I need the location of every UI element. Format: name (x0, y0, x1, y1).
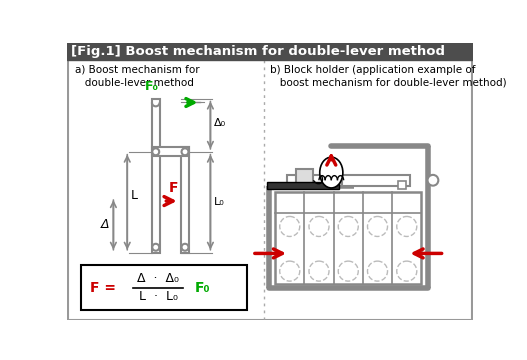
Circle shape (181, 244, 189, 251)
Text: Δ  ·  Δ₀: Δ · Δ₀ (137, 271, 179, 284)
Text: b) Block holder (application example of
   boost mechanism for double-lever meth: b) Block holder (application example of … (270, 65, 506, 88)
Circle shape (367, 216, 387, 237)
Circle shape (309, 261, 329, 281)
Text: F: F (169, 181, 178, 195)
Text: L: L (131, 189, 138, 202)
Ellipse shape (320, 157, 343, 188)
Bar (67, 43, 473, 60)
Bar (296, 169, 313, 186)
Circle shape (181, 148, 189, 155)
Bar (287, 175, 410, 186)
Text: [Fig.1] Boost mechanism for double-lever method: [Fig.1] Boost mechanism for double-lever… (71, 45, 445, 58)
Circle shape (338, 216, 358, 237)
Bar (181, 147, 189, 253)
Bar (152, 147, 189, 156)
Bar (275, 192, 422, 284)
Circle shape (397, 216, 417, 237)
Circle shape (367, 261, 387, 281)
Bar (267, 182, 339, 189)
Bar (398, 181, 406, 189)
Text: L₀: L₀ (214, 197, 225, 207)
Text: Δ: Δ (101, 219, 110, 231)
Circle shape (338, 261, 358, 281)
Text: F₀: F₀ (145, 80, 159, 93)
Text: Δ₀: Δ₀ (214, 117, 227, 127)
Circle shape (309, 216, 329, 237)
Circle shape (280, 216, 300, 237)
Circle shape (152, 148, 159, 155)
Bar (325, 169, 342, 186)
Circle shape (427, 175, 438, 186)
Circle shape (280, 261, 300, 281)
Bar (152, 99, 160, 253)
Text: a) Boost mechanism for
   double-lever method: a) Boost mechanism for double-lever meth… (75, 65, 200, 88)
Text: F =: F = (90, 281, 116, 295)
Circle shape (152, 244, 159, 251)
Circle shape (397, 261, 417, 281)
Text: F₀: F₀ (195, 281, 210, 295)
Bar (81, 265, 247, 310)
Text: L  ·  L₀: L · L₀ (139, 290, 178, 303)
